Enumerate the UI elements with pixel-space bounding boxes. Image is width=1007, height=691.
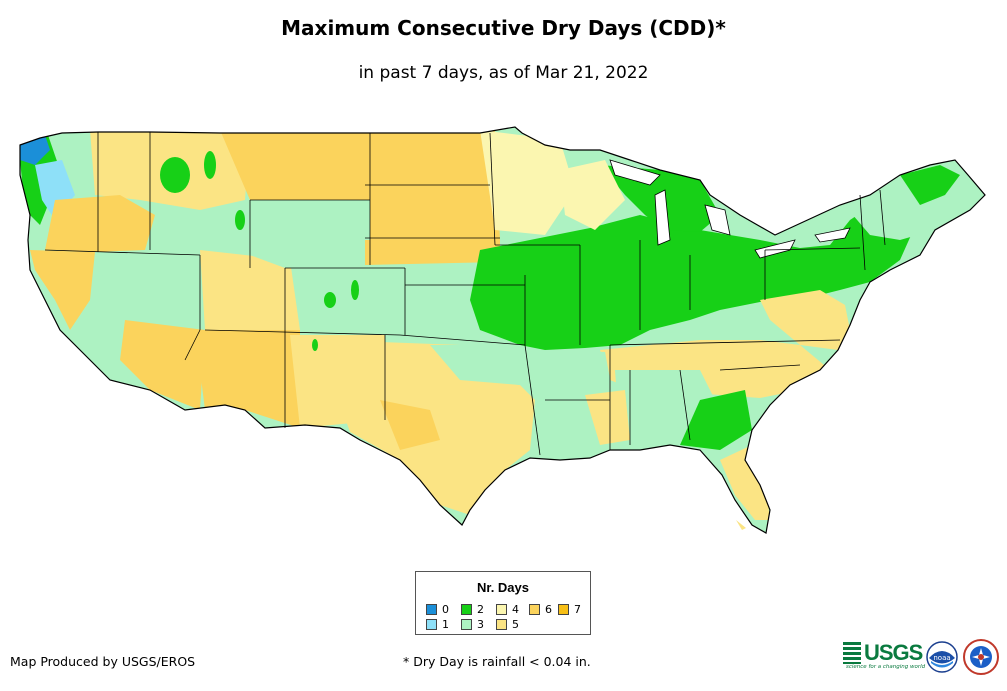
- legend-item-3: 3: [461, 618, 484, 631]
- noaa-logo: noaa: [926, 641, 958, 673]
- legend-item-2: 2: [461, 603, 484, 616]
- florida-keys: [736, 520, 746, 530]
- map-legend: Nr. Days 0 1 2 3 4 5 6 7: [415, 571, 591, 635]
- legend-item-1: 1: [426, 618, 449, 631]
- legend-swatch-5: [496, 619, 507, 630]
- legend-swatch-0: [426, 604, 437, 615]
- region-arizona: [195, 330, 300, 428]
- region-west-texas: [380, 400, 440, 450]
- lake-huron: [704, 204, 731, 236]
- lake-superior: [609, 159, 661, 186]
- legend-title: Nr. Days: [476, 580, 530, 595]
- region-maine: [900, 165, 960, 205]
- legend-swatch-1: [426, 619, 437, 630]
- nws-logo: [963, 639, 999, 675]
- region-northern-california: [30, 250, 95, 330]
- us-outline: [19, 126, 986, 534]
- legend-label-1: 1: [442, 618, 449, 631]
- region-georgia-coast: [680, 390, 752, 450]
- region-southern-california-nevada: [120, 320, 205, 410]
- region-mississippi: [585, 390, 630, 445]
- region-nebraska: [365, 240, 500, 265]
- legend-label-0: 0: [442, 603, 449, 616]
- legend-label-4: 4: [512, 603, 519, 616]
- legend-item-0: 0: [426, 603, 449, 616]
- usgs-logo-text: USGS: [864, 640, 923, 665]
- usgs-tagline: science for a changing world: [846, 664, 926, 670]
- map-subtitle: in past 7 days, as of Mar 21, 2022: [358, 63, 649, 83]
- region-virginia: [760, 290, 850, 350]
- region-oregon: [45, 195, 155, 252]
- usgs-wave-icon: [843, 642, 861, 664]
- legend-item-5: 5: [496, 618, 519, 631]
- region-minnesota: [480, 130, 575, 235]
- lake-ontario: [814, 227, 851, 243]
- legend-item-6: 6: [529, 603, 552, 616]
- noaa-logo-text: noaa: [933, 654, 950, 662]
- legend-label-7: 7: [574, 603, 581, 616]
- legend-label-3: 3: [477, 618, 484, 631]
- dry-day-footnote: * Dry Day is rainfall < 0.04 in.: [403, 654, 591, 669]
- legend-swatch-7: [558, 604, 569, 615]
- legend-label-5: 5: [512, 618, 519, 631]
- legend-label-6: 6: [545, 603, 552, 616]
- state-borders: [44, 132, 886, 456]
- legend-swatch-4: [496, 604, 507, 615]
- legend-label-2: 2: [477, 603, 484, 616]
- legend-item-7: 7: [558, 603, 581, 616]
- region-montana: [220, 130, 370, 205]
- legend-swatch-6: [529, 604, 540, 615]
- region-oklahoma: [430, 345, 520, 385]
- region-midwest-northeast-2days: [470, 200, 920, 350]
- region-wisconsin: [560, 160, 625, 230]
- usgs-logo: USGS science for a changing world: [843, 640, 925, 670]
- legend-swatch-2: [461, 604, 472, 615]
- legend-swatch-3: [461, 619, 472, 630]
- legend-item-4: 4: [496, 603, 519, 616]
- region-utah: [200, 250, 300, 335]
- mountain-green-patches: [160, 151, 359, 351]
- region-wyoming: [250, 200, 370, 268]
- map-credit: Map Produced by USGS/EROS: [10, 654, 196, 669]
- lake-michigan: [654, 189, 671, 246]
- map-title: Maximum Consecutive Dry Days (CDD)*: [281, 16, 726, 40]
